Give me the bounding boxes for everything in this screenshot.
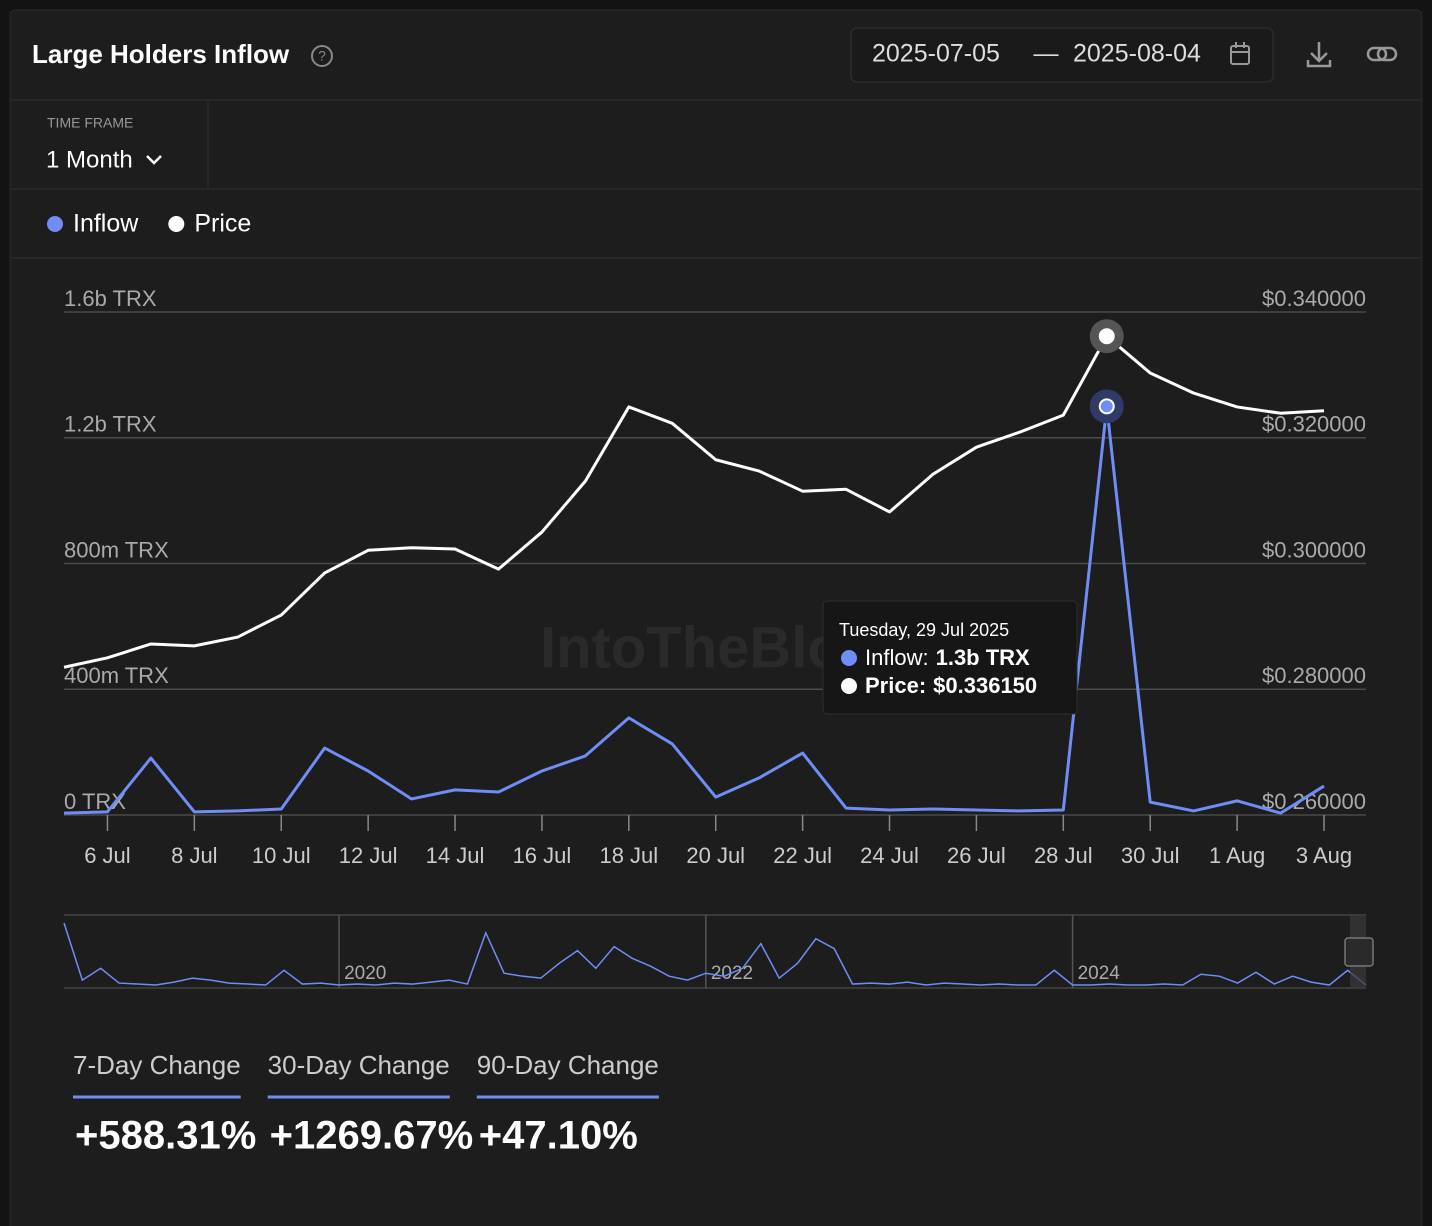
tooltip: Tuesday, 29 Jul 2025 Inflow: 1.3b TRX Price… <box>822 600 1078 715</box>
hover-point <box>1098 328 1115 345</box>
x-tick-label: 6 Jul <box>84 843 130 868</box>
y-tick-label: 400m TRX <box>64 663 169 688</box>
tooltip-date: Tuesday, 29 Jul 2025 <box>839 620 1009 640</box>
stat-value: +588.31% <box>75 1114 256 1158</box>
y2-tick-label: $0.300000 <box>1262 537 1366 562</box>
x-tick-label: 28 Jul <box>1034 843 1093 868</box>
navigator-tick-label: 2024 <box>1078 963 1121 984</box>
download-button[interactable] <box>1306 42 1332 68</box>
x-tick-label: 1 Aug <box>1209 843 1265 868</box>
stat-label: 7-Day Change <box>73 1050 241 1080</box>
x-tick-label: 12 Jul <box>339 843 398 868</box>
stats: 7-Day Change +588.31% 30-Day Change +1269.6… <box>73 1050 659 1158</box>
dropdown-chevron[interactable] <box>146 155 162 165</box>
navigator-handle[interactable] <box>1344 937 1374 967</box>
legend: Inflow Price <box>47 210 251 238</box>
stat-value: +47.10% <box>479 1114 638 1158</box>
date-range[interactable] <box>850 27 1274 83</box>
stat-value: +1269.67% <box>270 1114 474 1158</box>
y2-tick-label: $0.320000 <box>1262 412 1366 437</box>
title: Large Holders Inflow <box>32 39 290 69</box>
link-button[interactable] <box>1366 46 1398 62</box>
y-tick-label: 1.2b TRX <box>64 412 157 437</box>
date-separator: — <box>1034 40 1059 68</box>
tooltip-swatch <box>841 650 857 666</box>
y-tick-label: 800m TRX <box>64 537 169 562</box>
navigator-tick-label: 2020 <box>344 963 386 984</box>
legend-label: Price <box>194 210 251 238</box>
tooltip-value: $0.336150 <box>933 673 1037 698</box>
timeframe-value[interactable]: 1 Month <box>46 146 133 173</box>
tooltip-row: Price: $0.336150 <box>865 673 1037 698</box>
stat-label: 30-Day Change <box>268 1050 450 1080</box>
card <box>9 9 1423 1226</box>
x-tick-label: 18 Jul <box>599 843 658 868</box>
x-tick-label: 26 Jul <box>947 843 1006 868</box>
calendar-icon[interactable] <box>1230 42 1250 65</box>
y-tick-label: 1.6b TRX <box>64 286 157 311</box>
stat-label: 90-Day Change <box>477 1050 659 1080</box>
series-line <box>63 404 1325 815</box>
x-tick-label: 3 Aug <box>1296 843 1352 868</box>
x-tick-label: 14 Jul <box>426 843 485 868</box>
date-end: 2025-08-04 <box>1073 40 1201 68</box>
x-tick-label: 20 Jul <box>686 843 745 868</box>
tooltip-box <box>822 600 1078 715</box>
help-icon[interactable]: ? <box>311 45 333 67</box>
y2-tick-label: $0.340000 <box>1262 286 1366 311</box>
x-tick-label: 16 Jul <box>513 843 572 868</box>
tooltip-label: Price: <box>865 673 926 698</box>
x-tick-label: 10 Jul <box>252 843 311 868</box>
y2-tick-label: $0.280000 <box>1262 663 1366 688</box>
navigator: 2020 2022 2024 <box>63 914 1374 989</box>
tooltip-label: Inflow: <box>865 645 929 670</box>
timeframe-label: TIME FRAME <box>47 115 133 131</box>
legend-label: Inflow <box>73 210 139 238</box>
x-tick-label: 30 Jul <box>1121 843 1180 868</box>
tooltip-swatch <box>841 678 857 694</box>
svg-text:?: ? <box>318 48 326 64</box>
navigator-line <box>63 922 1367 986</box>
x-tick-label: 24 Jul <box>860 843 919 868</box>
date-start: 2025-07-05 <box>872 40 1000 68</box>
legend-swatch <box>168 216 185 232</box>
tooltip-row: Inflow: 1.3b TRX <box>865 645 1030 670</box>
tooltip-value: 1.3b TRX <box>936 645 1030 670</box>
legend-swatch <box>47 216 63 232</box>
hover-point <box>1098 398 1115 415</box>
x-tick-label: 8 Jul <box>171 843 217 868</box>
x-tick-label: 22 Jul <box>773 843 832 868</box>
